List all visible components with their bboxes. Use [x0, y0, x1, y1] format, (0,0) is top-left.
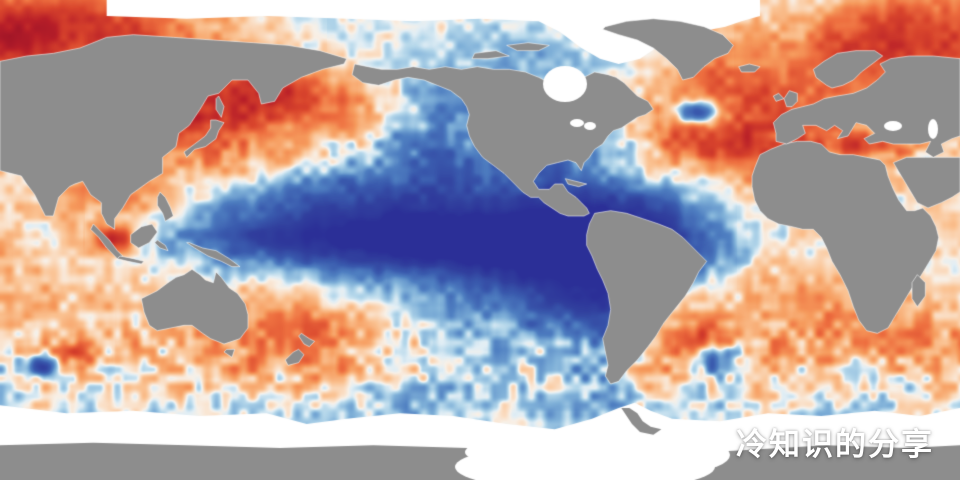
- watermark-text: 冷知识的分享: [736, 427, 934, 463]
